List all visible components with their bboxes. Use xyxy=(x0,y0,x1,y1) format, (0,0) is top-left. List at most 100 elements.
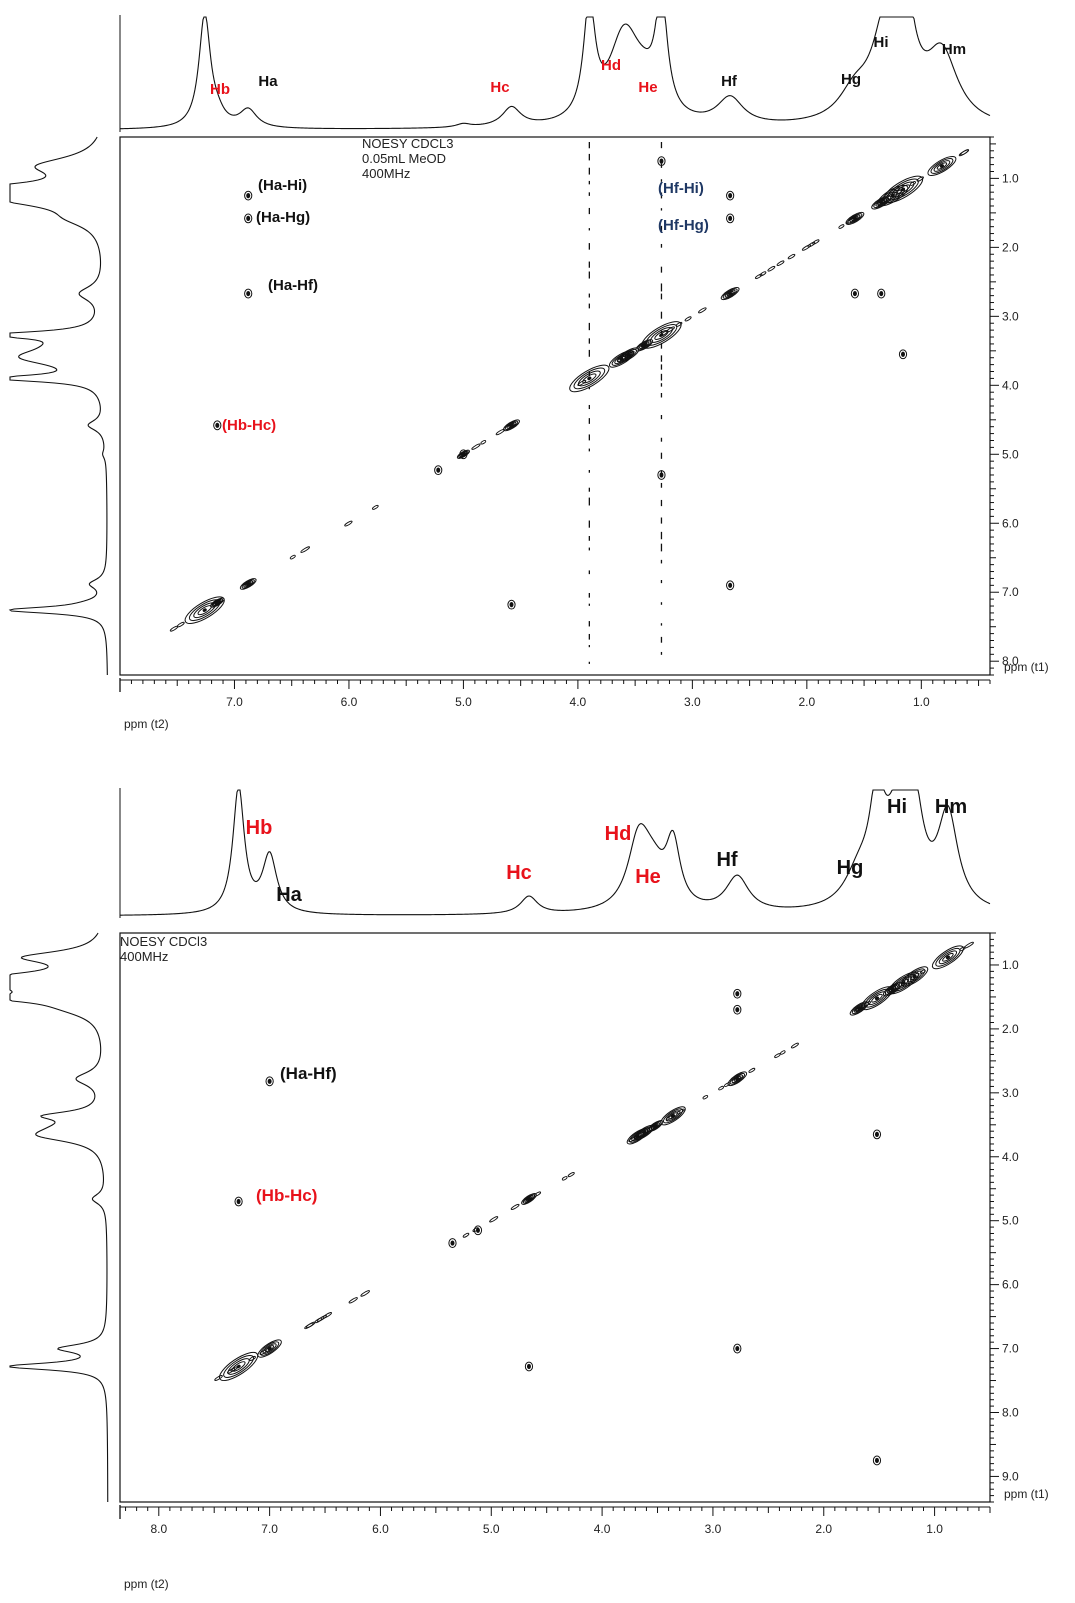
f2-projection xyxy=(119,15,991,132)
contour-plot-frame xyxy=(119,932,991,1503)
diagonal-contour xyxy=(684,316,692,322)
diagonal-contour xyxy=(724,1082,731,1087)
x-tick-label: 5.0 xyxy=(455,695,472,709)
y-axis-label: ppm (t1) xyxy=(1004,1487,1049,1501)
proton-peak-label: Hi xyxy=(874,34,889,51)
f2-projection-trace xyxy=(119,16,991,130)
diagonal-peak xyxy=(882,175,924,204)
cross-peak xyxy=(507,599,516,610)
cross-peak: (Ha-Hf) xyxy=(244,277,318,299)
proton-peak-label: He xyxy=(635,866,661,888)
cross-peak xyxy=(850,288,860,299)
cross-peak: (Hf-Hi) xyxy=(658,180,735,201)
proton-peak-label: Ha xyxy=(276,884,302,906)
proton-peak-label: Hi xyxy=(887,796,907,818)
x-tick-label: 7.0 xyxy=(261,1522,278,1536)
x-tick-label: 8.0 xyxy=(150,1522,167,1536)
cross-peak xyxy=(448,1238,457,1248)
diagonal-contour xyxy=(776,260,785,266)
y-tick-label: 7.0 xyxy=(1002,1342,1019,1356)
proton-peak-label: Hb xyxy=(210,81,230,98)
diagonal-peak xyxy=(503,419,520,432)
y-tick-label: 5.0 xyxy=(1002,447,1019,461)
diagonal-contour xyxy=(561,1176,568,1181)
cross-peak-label: (Ha-Hf) xyxy=(268,277,318,294)
y-axis-label: ppm (t1) xyxy=(1004,660,1049,674)
x-tick-label: 3.0 xyxy=(705,1522,722,1536)
diagonal-contour xyxy=(259,1349,267,1355)
proton-peak-label: Ha xyxy=(258,73,278,90)
diagonal-contour xyxy=(344,520,353,527)
cross-peak-label: (Hf-Hi) xyxy=(658,180,704,197)
x-axis-label: ppm (t2) xyxy=(124,1577,169,1591)
cross-peak xyxy=(524,1361,534,1372)
diagonal-peak xyxy=(569,364,610,393)
diagonal-contour xyxy=(787,253,796,260)
cross-peak xyxy=(877,288,886,299)
diagonal-contour xyxy=(628,1136,637,1143)
y-tick-label: 3.0 xyxy=(1002,309,1019,323)
proton-peak-label: Hb xyxy=(246,817,273,839)
cross-peak: (Ha-Hf) xyxy=(265,1064,337,1087)
y-tick-label: 6.0 xyxy=(1002,1278,1019,1292)
spectrum-title-line: 0.05mL MeOD xyxy=(362,151,446,166)
diagonal-contour xyxy=(780,1050,786,1055)
diagonal-contour xyxy=(916,176,924,182)
diagonal-contour xyxy=(748,1067,756,1073)
spectrum-title-line: 400MHz xyxy=(120,949,168,964)
x-tick-label: 5.0 xyxy=(483,1522,500,1536)
x-axis-label: ppm (t2) xyxy=(124,717,169,731)
proton-peak-label: He xyxy=(638,79,657,96)
cross-peak xyxy=(657,156,666,167)
x-tick-label: 1.0 xyxy=(913,695,930,709)
diagonal-contour xyxy=(305,1321,316,1329)
diagonal-contour xyxy=(698,307,707,314)
y-tick-label: 1.0 xyxy=(1002,958,1019,972)
proton-peak-label: Hd xyxy=(601,57,621,74)
diagonal-contour xyxy=(767,265,776,272)
cross-peak xyxy=(459,449,468,460)
diagonal-contour xyxy=(289,554,296,560)
diagonal-contour xyxy=(567,1172,575,1178)
cross-peak-label: (Hb-Hc) xyxy=(256,1186,317,1205)
x-axis: 7.0 6.0 5.0 4.0 3.0 2.0 1.0 ppm (t2) xyxy=(119,678,991,731)
diagonal-contour xyxy=(812,239,820,245)
diagonal-contour xyxy=(920,969,926,974)
diagonal-contour xyxy=(577,379,587,386)
diagonal-contour xyxy=(801,244,812,251)
cross-peak xyxy=(726,580,735,591)
proton-peak-label: Hg xyxy=(837,857,864,879)
cross-peak xyxy=(733,988,742,999)
f2-projection-trace xyxy=(119,789,991,916)
cross-peak xyxy=(473,1225,483,1236)
cross-peak: (Hf-Hg) xyxy=(658,213,735,234)
cross-peak xyxy=(872,1129,882,1140)
spectrum-title-line: NOESY CDCl3 xyxy=(120,934,207,949)
spectrum-title-line: NOESY CDCL3 xyxy=(362,136,454,151)
diagonal-contour xyxy=(322,1312,333,1319)
diagonal-peak xyxy=(720,287,740,301)
x-tick-label: 2.0 xyxy=(815,1522,832,1536)
cross-peak xyxy=(733,1004,742,1015)
cross-peak: (Ha-Hi) xyxy=(244,177,307,201)
diagonal-contour xyxy=(893,188,904,196)
diagonal-contour xyxy=(625,351,633,358)
diagonal-peaks xyxy=(169,149,970,632)
diagonal-contour xyxy=(489,1216,499,1223)
diagonal-contour xyxy=(959,946,966,952)
diagonal-contour xyxy=(471,443,481,450)
diagonal-contour xyxy=(462,1232,470,1238)
cross-peak xyxy=(898,349,908,360)
diagonal-contour xyxy=(372,504,379,510)
cross-peak: (Hb-Hc) xyxy=(234,1186,317,1207)
proton-peak-label: Hm xyxy=(935,796,967,818)
f1-projection xyxy=(9,932,109,1502)
x-tick-label: 4.0 xyxy=(594,1522,611,1536)
proton-peak-label: Hf xyxy=(716,849,737,871)
diagonal-contour xyxy=(909,181,916,186)
proton-peak-label: Hf xyxy=(721,73,738,90)
diagonal-contour xyxy=(510,1203,520,1210)
y-tick-label: 8.0 xyxy=(1002,1405,1019,1419)
proton-peak-label: Hd xyxy=(605,823,632,845)
